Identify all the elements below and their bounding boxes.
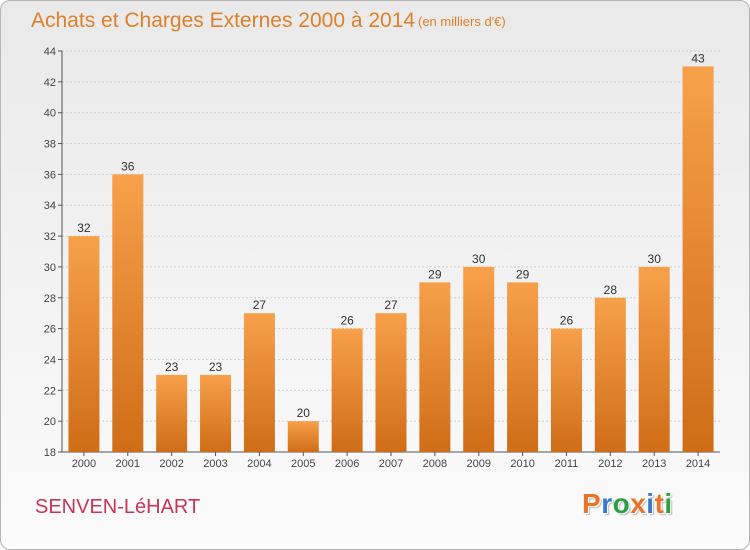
town-name: SENVEN-LéHART (35, 496, 201, 518)
logo-letter: r (601, 488, 613, 519)
bar (463, 266, 495, 452)
x-tick-label: 2012 (598, 458, 622, 470)
x-tick-label: 2001 (116, 458, 140, 470)
x-tick-label: 2005 (291, 458, 315, 470)
data-label: 23 (165, 360, 179, 374)
y-tick-label: 26 (44, 324, 56, 336)
bar (419, 282, 451, 452)
data-label: 27 (384, 298, 398, 312)
x-tick-label: 2003 (203, 458, 227, 470)
y-tick-label: 44 (44, 46, 56, 58)
y-tick-label: 32 (44, 231, 56, 243)
logo-letter: i (664, 488, 673, 519)
y-tick-label: 34 (44, 200, 56, 212)
bar (156, 374, 188, 452)
y-tick-label: 38 (44, 139, 56, 151)
y-tick-label: 36 (44, 169, 56, 181)
logo-letter: t (654, 488, 665, 519)
chart-subtitle: (en milliers d'€) (418, 14, 506, 29)
data-label: 30 (648, 252, 662, 266)
bar (112, 174, 144, 452)
x-tick-label: 2013 (642, 458, 666, 470)
y-tick-label: 30 (44, 262, 56, 274)
x-tick-label: 2006 (335, 458, 359, 470)
x-tick-label: 2004 (247, 458, 271, 470)
bar (594, 297, 626, 452)
bar (375, 313, 407, 452)
data-label: 29 (516, 267, 530, 281)
x-tick-label: 2008 (423, 458, 447, 470)
data-label: 36 (121, 159, 135, 173)
logo-letter: i (646, 488, 655, 519)
x-tick-label: 2009 (466, 458, 490, 470)
bar (507, 282, 539, 452)
chart-title: Achats et Charges Externes 2000 à 2014 (31, 9, 416, 32)
bar (682, 66, 714, 452)
y-tick-label: 18 (44, 447, 56, 459)
x-tick-label: 2014 (686, 458, 710, 470)
proxiti-logo: Proxiti (582, 488, 673, 520)
y-tick-label: 40 (44, 108, 56, 120)
y-tick-label: 20 (44, 416, 56, 428)
y-tick-label: 24 (44, 354, 56, 366)
bar (243, 313, 275, 452)
data-label: 27 (253, 298, 267, 312)
bar (331, 328, 363, 452)
x-tick-label: 2010 (510, 458, 534, 470)
data-label: 26 (560, 314, 574, 328)
y-tick-label: 42 (44, 77, 56, 89)
logo-letter: x (630, 488, 647, 519)
x-tick-label: 2011 (555, 458, 579, 470)
data-label: 23 (209, 360, 223, 374)
x-tick-label: 2007 (379, 458, 403, 470)
data-label: 43 (691, 51, 705, 65)
data-label: 30 (472, 252, 486, 266)
logo-letter: o (612, 488, 631, 519)
bar (68, 236, 100, 452)
y-tick-label: 28 (44, 293, 56, 305)
x-tick-label: 2000 (72, 458, 96, 470)
y-tick-label: 22 (44, 385, 56, 397)
logo-letter: P (582, 488, 602, 519)
bar (638, 266, 670, 452)
bar (287, 421, 319, 452)
data-label: 26 (340, 314, 354, 328)
data-label: 29 (428, 267, 442, 281)
data-label: 20 (297, 406, 311, 420)
x-tick-label: 2002 (159, 458, 183, 470)
data-label: 28 (604, 283, 618, 297)
bar (550, 328, 582, 452)
bar (200, 374, 232, 452)
data-label: 32 (77, 221, 91, 235)
